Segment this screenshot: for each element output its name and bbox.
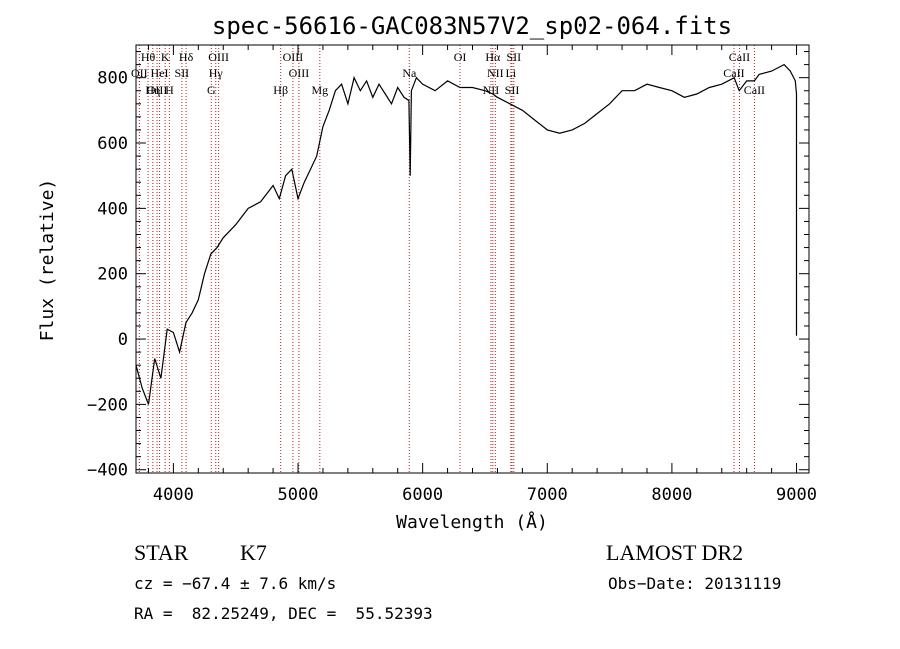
x-tick-label-7000: 7000 — [527, 485, 568, 505]
line-label-5: OI — [454, 50, 467, 64]
line-label-16: Li — [506, 66, 517, 80]
line-label-14: Na — [402, 66, 417, 80]
line-label-8: CaII — [729, 50, 750, 64]
x-tick-label-8000: 8000 — [651, 485, 692, 505]
line-label-12: Hγ — [209, 66, 224, 80]
y-axis-label: Flux (relative) — [37, 179, 58, 342]
x-axis-label: Wavelength (Å) — [396, 511, 548, 533]
line-label-13: OIII — [289, 66, 310, 80]
line-label-21: G — [207, 83, 216, 97]
plot-frame — [135, 44, 810, 474]
line-label-19: Hη — [145, 83, 160, 97]
x-tick-label-4000: 4000 — [153, 485, 194, 505]
line-label-23: Mg — [311, 83, 328, 97]
line-label-4: OIII — [283, 50, 304, 64]
plot-axes — [135, 44, 810, 474]
tick-labels: 4000 5000 6000 7000 8000 9000 −400 −200 0 200 400 6… — [87, 69, 817, 505]
observation-date: Obs−Date: 20131119 — [608, 574, 782, 593]
survey-name: LAMOST DR2 — [606, 540, 744, 565]
line-label-15: NII — [487, 66, 504, 80]
object-class: STAR — [134, 540, 189, 565]
spectral-line-labels: Hθ K Hδ OIII OIII OI Hα SII CaII OII HeI SII Hγ OIII N… — [131, 50, 765, 97]
line-label-22: Hβ — [273, 83, 288, 97]
line-label-9: OII — [131, 66, 148, 80]
line-label-17: CaII — [723, 66, 744, 80]
x-tick-label-9000: 9000 — [776, 485, 817, 505]
x-tick-label-6000: 6000 — [402, 485, 443, 505]
spectrum-line — [135, 63, 798, 405]
line-label-25: SII — [505, 83, 520, 97]
redshift-cz: cz = −67.4 ± 7.6 km/s — [134, 574, 337, 593]
spectrum-series — [135, 63, 798, 405]
y-tick-label-200: 200 — [97, 265, 128, 285]
line-label-1: K — [161, 50, 170, 64]
line-label-6: Hα — [485, 50, 501, 64]
coordinates: RA = 82.25249, DEC = 55.52393 — [134, 604, 433, 623]
line-label-3: OIII — [208, 50, 229, 64]
line-label-7: SII — [506, 50, 521, 64]
y-tick-label-400: 400 — [97, 199, 128, 219]
line-label-24: NII — [483, 83, 500, 97]
chart-title: spec-56616-GAC083N57V2_sp02-064.fits — [212, 12, 732, 40]
line-label-18: OIII — [147, 83, 168, 97]
y-tick-label-800: 800 — [97, 69, 128, 89]
line-label-0: Hθ — [141, 50, 156, 64]
line-label-10: HeI — [151, 66, 169, 80]
spectral-line-markers — [138, 45, 755, 473]
line-label-11: SII — [175, 66, 190, 80]
y-tick-label-600: 600 — [97, 134, 128, 154]
x-tick-label-5000: 5000 — [278, 485, 319, 505]
y-tick-label-0: 0 — [118, 330, 128, 350]
line-label-2: Hδ — [179, 50, 194, 64]
y-tick-label--400: −400 — [87, 461, 128, 481]
object-subclass: K7 — [240, 540, 267, 565]
line-label-20: H — [165, 83, 174, 97]
y-tick-label--200: −200 — [87, 395, 128, 415]
line-label-26: CaII — [744, 83, 765, 97]
